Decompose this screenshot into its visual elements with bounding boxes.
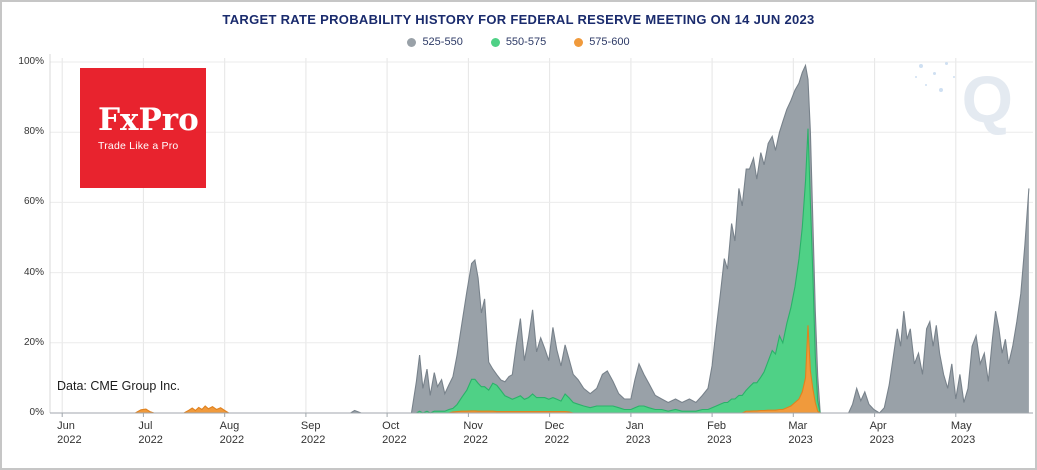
watermark-dot <box>939 88 943 92</box>
x-axis-label: Sep 2022 <box>300 420 326 446</box>
legend: 525-550 550-575 575-600 <box>2 36 1035 48</box>
watermark-dot <box>933 72 936 75</box>
x-axis-label: Feb 2023 <box>707 420 732 446</box>
data-source-note: Data: CME Group Inc. <box>57 379 180 393</box>
legend-label: 575-600 <box>589 36 630 48</box>
chart-title: TARGET RATE PROBABILITY HISTORY FOR FEDE… <box>222 12 815 27</box>
x-axis-label: Aug 2022 <box>219 420 245 446</box>
x-axis-label: Dec 2022 <box>544 420 570 446</box>
legend-label: 550-575 <box>505 36 547 48</box>
watermark: Q <box>913 58 1023 158</box>
watermark-dot <box>915 76 917 78</box>
outline-550-575 <box>416 128 821 414</box>
x-axis-label: Jun 2022 <box>57 420 82 446</box>
x-axis-label: Oct 2022 <box>382 420 407 446</box>
legend-dot-icon <box>490 37 500 47</box>
x-axis-label: May 2023 <box>950 420 976 446</box>
x-axis-label: Jul 2022 <box>138 420 163 446</box>
y-axis-label: 40% <box>23 266 44 278</box>
x-axis-label: Apr 2023 <box>869 420 895 446</box>
legend-item-525-550[interactable]: 525-550 <box>407 36 463 48</box>
y-axis-label: 60% <box>23 196 44 208</box>
watermark-dot <box>953 76 955 78</box>
area-575-600 <box>50 325 1029 413</box>
y-axis-label: 0% <box>29 407 44 418</box>
fxpro-logo: FxPro Trade Like a Pro <box>80 68 206 188</box>
y-axis-label: 100% <box>18 56 44 67</box>
legend-item-575-600[interactable]: 575-600 <box>574 36 630 48</box>
watermark-q-letter: Q <box>961 62 1013 136</box>
x-axis-label: Mar 2023 <box>788 420 813 446</box>
x-axis-label: Jan 2023 <box>625 420 651 446</box>
legend-item-550-575[interactable]: 550-575 <box>490 36 547 48</box>
legend-dot-icon <box>574 37 584 47</box>
watermark-dot <box>919 64 923 68</box>
fxpro-logo-text: FxPro <box>98 101 199 138</box>
outline-575-600 <box>135 325 821 414</box>
watermark-dot <box>925 84 927 86</box>
watermark-dot <box>945 62 948 65</box>
x-axis-label: Nov 2022 <box>463 420 488 446</box>
legend-dot-icon <box>407 37 417 47</box>
y-axis-label: 20% <box>23 336 44 348</box>
fxpro-tagline: Trade Like a Pro <box>98 140 179 153</box>
y-axis-label: 80% <box>23 126 44 138</box>
legend-label: 525-550 <box>422 36 463 48</box>
